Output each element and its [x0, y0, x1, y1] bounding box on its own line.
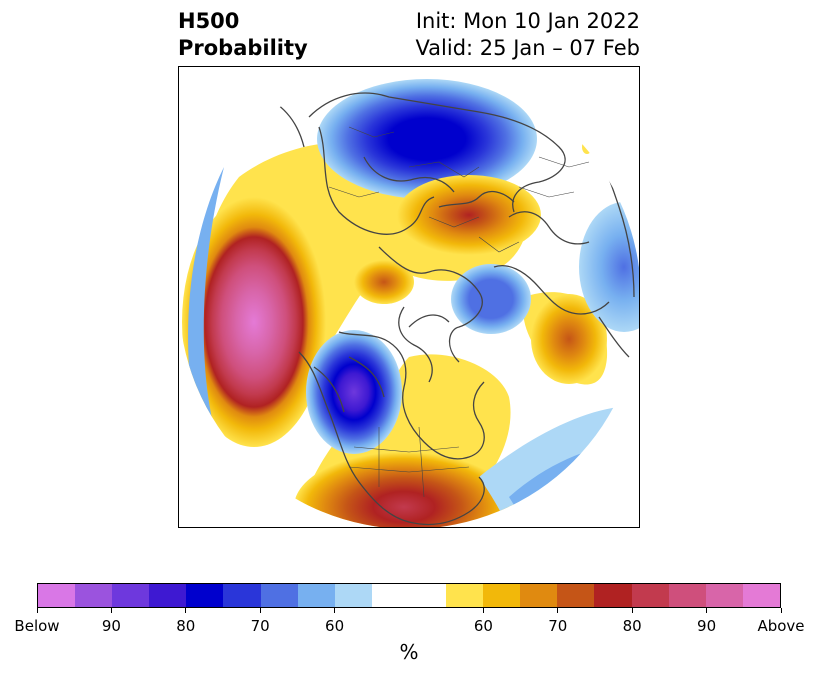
colorbar-tick — [631, 608, 633, 613]
colorbar-cell — [297, 584, 335, 607]
colorbar-tick-label: 80 — [176, 617, 196, 635]
title-field: Probability — [178, 36, 308, 60]
colorbar-tick — [185, 608, 187, 613]
colorbar-tick — [557, 608, 559, 613]
colorbar-cell — [705, 584, 743, 607]
polar-map — [178, 66, 640, 528]
colorbar-tick-label: 60 — [473, 617, 493, 635]
colorbar-cell — [668, 584, 706, 607]
colorbar-cell — [38, 584, 76, 607]
colorbar-tick-label: 60 — [325, 617, 345, 635]
colorbar-tick — [110, 608, 112, 613]
colorbar-tick — [706, 608, 708, 613]
init-date: Init: Mon 10 Jan 2022 — [415, 9, 640, 33]
colorbar-tick-label: 90 — [697, 617, 717, 635]
valid-range: Valid: 25 Jan – 07 Feb — [415, 36, 640, 60]
anomaly-fields — [179, 67, 639, 527]
colorbar-cell — [223, 584, 261, 607]
colorbar-tick-label: 90 — [101, 617, 121, 635]
colorbar-tick — [36, 608, 38, 613]
colorbar-tick-label: 80 — [622, 617, 642, 635]
colorbar-unit: % — [399, 640, 419, 664]
colorbar-cell — [408, 584, 447, 607]
colorbar-tick — [334, 608, 336, 613]
colorbar-cell — [112, 584, 150, 607]
colorbar-cell — [742, 584, 780, 607]
colorbar-tick-label: 70 — [548, 617, 568, 635]
colorbar-cell — [557, 584, 595, 607]
colorbar-cell — [149, 584, 187, 607]
colorbar-tick — [482, 608, 484, 613]
colorbar-tick — [259, 608, 261, 613]
colorbar-cell — [334, 584, 372, 607]
colorbar-cell — [75, 584, 113, 607]
colorbar-cell — [446, 584, 484, 607]
colorbar — [37, 583, 781, 608]
forecast-info: Init: Mon 10 Jan 2022 Valid: 25 Jan – 07… — [415, 8, 640, 62]
colorbar-tick-label: Above — [757, 617, 805, 635]
colorbar-cell — [594, 584, 632, 607]
colorbar-cell — [631, 584, 669, 607]
colorbar-cell — [260, 584, 298, 607]
probability-map — [179, 67, 639, 527]
colorbar-tick-label: 70 — [250, 617, 270, 635]
borders — [328, 126, 590, 498]
colorbar-cell — [371, 584, 409, 607]
colorbar-cell — [483, 584, 521, 607]
title-variable: H500 — [178, 9, 240, 33]
chart-title: H500 Probability — [178, 8, 308, 62]
colorbar-cell — [186, 584, 224, 607]
colorbar-cell — [520, 584, 558, 607]
colorbar-tick-label: Below — [14, 617, 60, 635]
colorbar-tick — [780, 608, 782, 613]
